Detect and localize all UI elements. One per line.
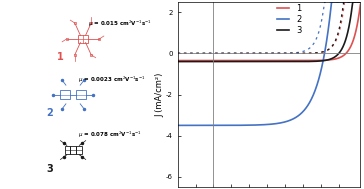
Text: 3: 3 xyxy=(47,164,54,174)
Bar xyxy=(70,146,76,154)
Text: 2: 2 xyxy=(47,108,54,118)
Text: $\mu$ = 0.015 cm$^2$V$^{-1}$s$^{-1}$: $\mu$ = 0.015 cm$^2$V$^{-1}$s$^{-1}$ xyxy=(88,19,152,29)
Text: $\mu$ = 0.078 cm$^2$V$^{-1}$s$^{-1}$: $\mu$ = 0.078 cm$^2$V$^{-1}$s$^{-1}$ xyxy=(78,130,142,140)
Text: $\mu$ = 0.0023 cm$^2$V$^{-1}$s$^{-1}$: $\mu$ = 0.0023 cm$^2$V$^{-1}$s$^{-1}$ xyxy=(78,74,146,85)
Bar xyxy=(76,146,82,154)
Bar xyxy=(65,146,70,154)
Legend: 1, 2, 3: 1, 2, 3 xyxy=(277,4,301,35)
Y-axis label: J (mA/cm²): J (mA/cm²) xyxy=(155,72,165,117)
Text: 1: 1 xyxy=(56,53,63,62)
Bar xyxy=(60,90,70,99)
Bar xyxy=(76,90,86,99)
Bar xyxy=(78,35,88,43)
